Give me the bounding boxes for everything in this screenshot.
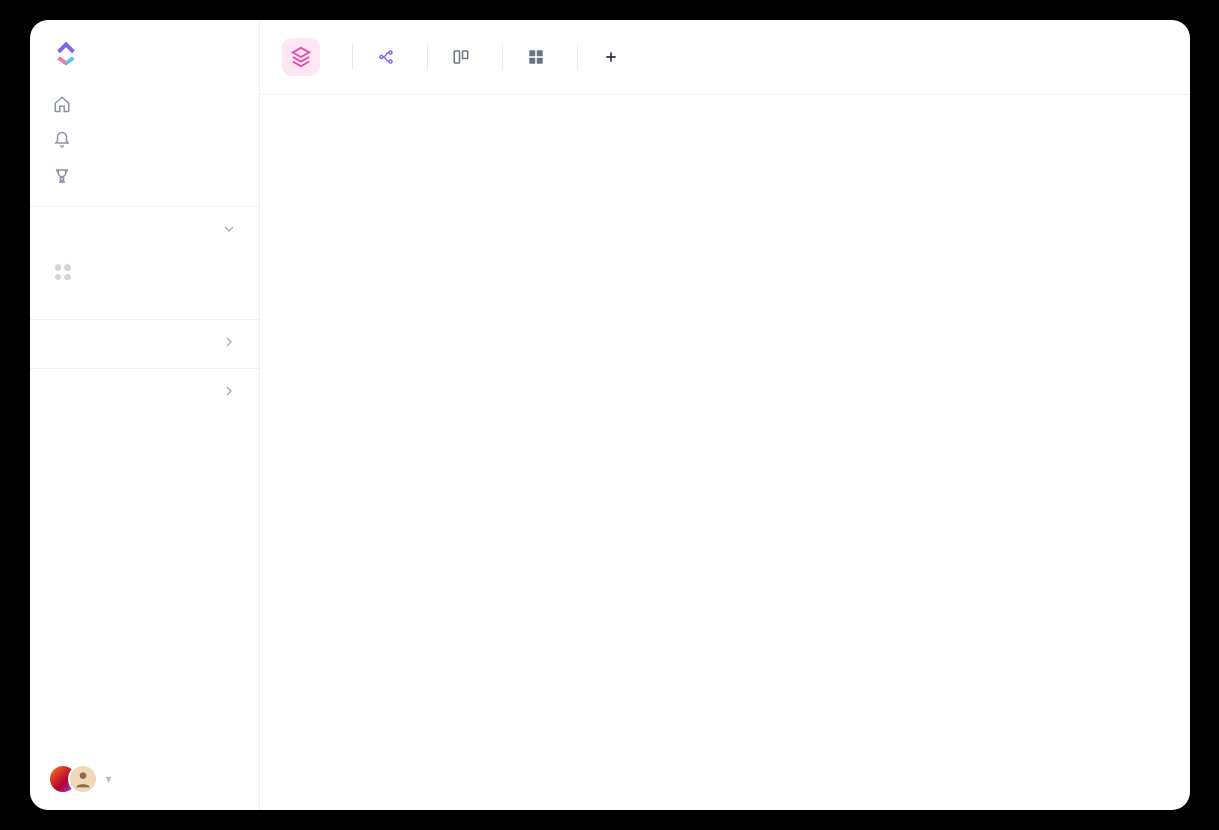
space-items <box>30 305 259 319</box>
board-icon <box>452 48 470 66</box>
connectors <box>260 95 1190 810</box>
box-icon <box>527 48 545 66</box>
sidebar: ▾ <box>30 20 260 810</box>
space-list <box>30 251 259 305</box>
everything-icon <box>52 261 74 283</box>
user-row[interactable]: ▾ <box>30 748 259 810</box>
view-board[interactable] <box>444 42 486 72</box>
separator <box>577 44 578 70</box>
nav-list <box>30 82 259 206</box>
chevron-right-icon <box>221 334 237 354</box>
separator <box>352 44 353 70</box>
logo[interactable] <box>30 40 259 82</box>
bell-icon <box>52 130 72 150</box>
separator <box>427 44 428 70</box>
chevron-down-icon <box>221 221 237 241</box>
sidebar-item-dashboards[interactable] <box>30 319 259 368</box>
project-icon[interactable] <box>282 38 320 76</box>
view-mindmaps[interactable] <box>369 42 411 72</box>
mindmap-canvas[interactable] <box>260 95 1190 810</box>
view-box[interactable] <box>519 42 561 72</box>
nav-item-goals[interactable] <box>42 158 247 194</box>
space-everything[interactable] <box>42 253 247 291</box>
add-view-button[interactable] <box>594 42 636 72</box>
topbar <box>260 20 1190 95</box>
clickup-logo-icon <box>52 40 80 68</box>
avatar-photo <box>68 764 98 794</box>
main <box>260 20 1190 810</box>
trophy-icon <box>52 166 72 186</box>
chevron-right-icon <box>221 383 237 403</box>
nav-item-home[interactable] <box>42 86 247 122</box>
caret-down-icon: ▾ <box>106 772 112 786</box>
home-icon <box>52 94 72 114</box>
spaces-header[interactable] <box>30 206 259 251</box>
plus-icon <box>602 48 620 66</box>
nav-item-notifications[interactable] <box>42 122 247 158</box>
mindmap-icon <box>377 48 395 66</box>
sidebar-item-docs[interactable] <box>30 368 259 417</box>
separator <box>502 44 503 70</box>
